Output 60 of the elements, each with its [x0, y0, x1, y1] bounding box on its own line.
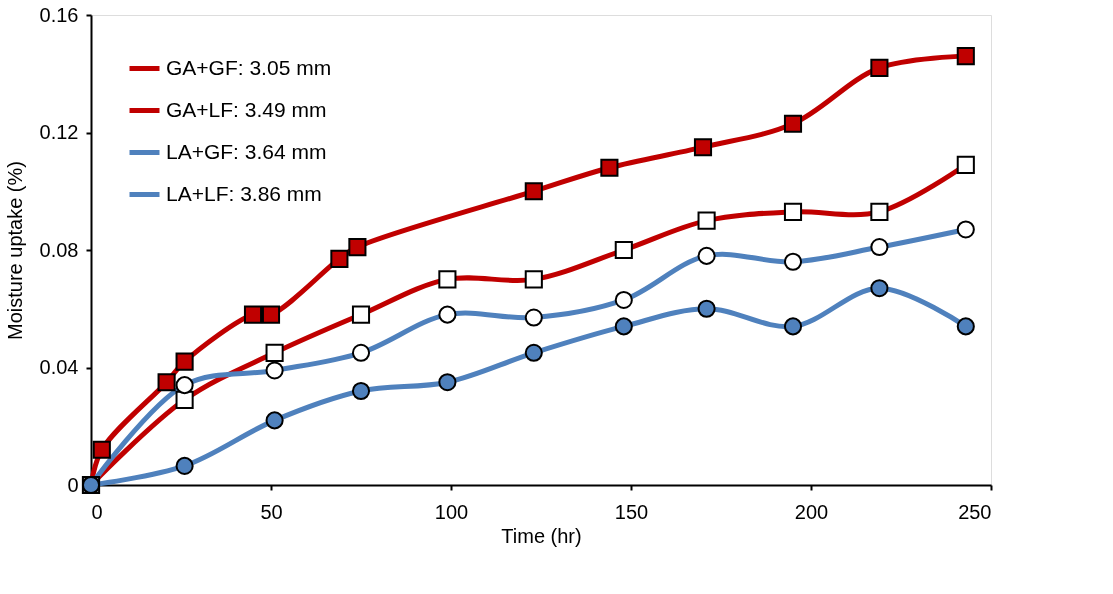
point	[783, 202, 803, 221]
x-tick-label: 150	[614, 500, 649, 523]
point	[783, 114, 803, 133]
y-tick-label: 0.12	[39, 121, 79, 143]
point	[175, 390, 194, 409]
point	[157, 373, 176, 392]
point	[956, 155, 975, 174]
point	[870, 58, 889, 77]
point	[438, 373, 457, 392]
point	[265, 361, 284, 380]
point	[697, 246, 716, 265]
point	[870, 202, 889, 221]
point	[956, 317, 975, 336]
point	[870, 279, 889, 298]
x-axis-title: Time (hr)	[501, 524, 582, 547]
x-tick-label: 100	[434, 500, 469, 523]
y-tick-label: 0.08	[39, 238, 79, 261]
point	[524, 270, 543, 289]
y-tick-label: 0	[67, 473, 79, 496]
point	[261, 305, 281, 324]
x-tick-label: 200	[794, 500, 829, 523]
x-tick-label: 250	[958, 500, 992, 523]
point	[330, 249, 349, 268]
point	[348, 238, 367, 257]
point	[600, 158, 619, 177]
point	[265, 343, 284, 362]
y-tick-label: 0.04	[39, 356, 79, 378]
point	[870, 238, 889, 257]
point	[614, 240, 633, 260]
point	[614, 290, 633, 309]
point	[438, 305, 457, 324]
point	[351, 343, 371, 362]
legend-label: LA+GF: 3.64 mm	[166, 139, 327, 163]
point	[175, 376, 194, 395]
point	[351, 305, 371, 324]
point	[783, 252, 803, 271]
legend-label: GA+GF: 3.05 mm	[166, 55, 332, 79]
point	[697, 211, 716, 230]
point	[175, 352, 194, 371]
point	[438, 270, 457, 289]
point	[92, 440, 111, 459]
point	[524, 343, 543, 362]
point	[175, 456, 194, 475]
point	[697, 299, 716, 318]
point	[265, 411, 284, 430]
point	[693, 138, 713, 157]
point	[956, 220, 975, 239]
x-tick-label: 50	[260, 500, 283, 523]
point	[351, 381, 371, 401]
legend-label: LA+LF: 3.86 mm	[166, 181, 322, 205]
y-axis-title: Moisture uptake (%)	[3, 161, 26, 340]
legend-label: GA+LF: 3.49 mm	[166, 97, 327, 121]
point	[524, 182, 543, 201]
point	[243, 305, 263, 324]
x-tick-label: 0	[91, 500, 103, 523]
point	[614, 317, 633, 336]
point	[783, 317, 803, 336]
point	[524, 308, 543, 327]
point	[956, 47, 975, 66]
y-tick-label: 0.16	[39, 3, 79, 26]
